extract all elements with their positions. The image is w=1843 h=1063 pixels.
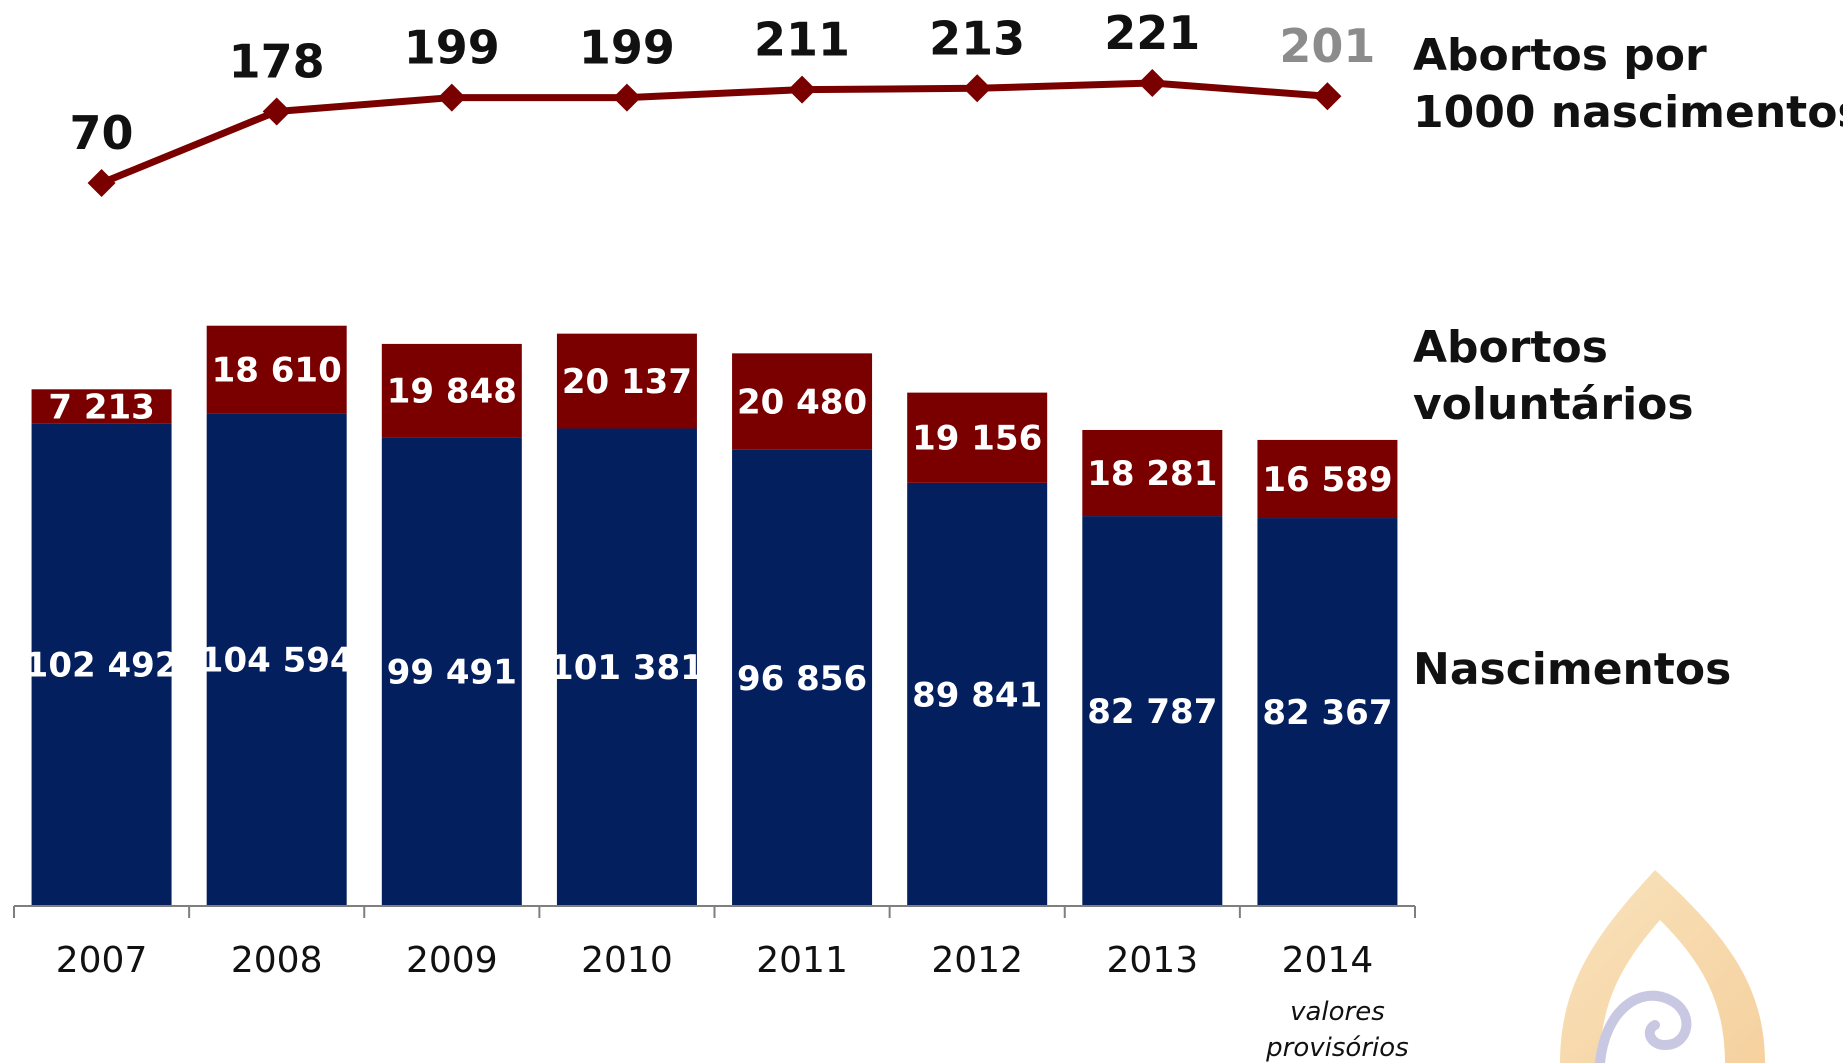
- label-abortos-2010: 20 137: [562, 362, 692, 402]
- watermark-logo: [1560, 870, 1765, 1063]
- label-nascimentos-2013: 82 787: [1087, 692, 1217, 732]
- x-tick-label-2014: 2014: [1282, 940, 1374, 981]
- legend-label-0: 1000 nascimentos: [1413, 87, 1843, 138]
- label-nascimentos-2009: 99 491: [387, 653, 517, 693]
- rate-label-2014: 201: [1279, 19, 1375, 73]
- x-tick-label-2010: 2010: [581, 940, 673, 981]
- label-abortos-2014: 16 589: [1262, 460, 1392, 500]
- bar-abortos-2010: [556, 333, 697, 429]
- bar-abortos-2007: [31, 389, 172, 424]
- bar-nascimentos-2010: [556, 428, 697, 906]
- label-nascimentos-2011: 96 856: [737, 659, 867, 699]
- legend-label-1: Abortos: [1413, 322, 1608, 373]
- bars-group: [31, 325, 1398, 906]
- legend-label-0: Abortos por: [1413, 30, 1707, 81]
- bar-nascimentos-2011: [732, 449, 873, 906]
- rate-label-2012: 213: [929, 11, 1025, 65]
- rate-marker-2009: [437, 83, 466, 112]
- rate-label-2008: 178: [229, 34, 325, 88]
- rate-label-2011: 211: [754, 13, 850, 67]
- rate-marker-2012: [963, 74, 992, 103]
- rate-marker-2014: [1313, 82, 1342, 111]
- label-abortos-2007: 7 213: [48, 387, 154, 427]
- provisional-note: provisórios: [1265, 1033, 1409, 1063]
- label-abortos-2009: 19 848: [387, 372, 517, 412]
- x-tick-label-2013: 2013: [1107, 940, 1199, 981]
- label-nascimentos-2008: 104 594: [200, 641, 354, 681]
- rate-marker-2007: [87, 169, 116, 197]
- rate-label-2013: 221: [1104, 6, 1200, 60]
- label-nascimentos-2007: 102 492: [25, 646, 179, 686]
- legend: Abortos por 1000 nascimentos Abortos volunt…: [1413, 30, 1843, 695]
- x-tick-label-2012: 2012: [931, 940, 1023, 981]
- rate-marker-2013: [1138, 69, 1167, 97]
- bar-nascimentos-2008: [206, 413, 347, 906]
- bar-nascimentos-2014: [1257, 518, 1398, 906]
- label-nascimentos-2012: 89 841: [912, 675, 1042, 715]
- bar-labels-group: 102 492 7 213 104 594 18 610 99 491 19 848 101…: [25, 351, 1393, 733]
- bar-nascimentos-2013: [1082, 516, 1223, 906]
- rate-label-2009: 199: [404, 21, 500, 75]
- label-abortos-2008: 18 610: [212, 351, 342, 391]
- bar-nascimentos-2012: [907, 482, 1048, 906]
- x-tick-label-2007: 2007: [56, 940, 148, 981]
- rate-marker-2011: [788, 75, 817, 104]
- bar-abortos-2013: [1082, 429, 1223, 517]
- label-nascimentos-2010: 101 381: [550, 648, 704, 688]
- rate-label-2007: 70: [70, 106, 134, 160]
- bar-nascimentos-2009: [381, 437, 522, 906]
- rate-marker-2010: [612, 83, 641, 112]
- bar-abortos-2011: [732, 353, 873, 450]
- x-tick-label-2009: 2009: [406, 940, 498, 981]
- bar-nascimentos-2007: [31, 423, 172, 906]
- x-tick-label-2011: 2011: [756, 940, 848, 981]
- rate-line-group: 70 178 199 199 211 213 221 201: [70, 6, 1375, 197]
- x-axis: 2007 2008 2009 2010 2011 2012 2013 2014 valores p…: [13, 905, 1416, 1063]
- rate-marker-2008: [262, 97, 291, 126]
- bar-abortos-2014: [1257, 439, 1398, 519]
- label-abortos-2012: 19 156: [912, 419, 1042, 459]
- rate-line: [100, 79, 1328, 187]
- label-nascimentos-2014: 82 367: [1262, 693, 1392, 733]
- bar-abortos-2009: [381, 343, 522, 438]
- bar-abortos-2008: [206, 325, 347, 414]
- rate-label-2010: 199: [579, 21, 675, 75]
- label-abortos-2011: 20 480: [737, 383, 867, 423]
- label-abortos-2013: 18 281: [1087, 454, 1217, 494]
- bar-abortos-2012: [907, 392, 1048, 483]
- legend-label-1: voluntários: [1413, 379, 1694, 430]
- provisional-note: valores: [1290, 997, 1385, 1027]
- legend-label-2: Nascimentos: [1413, 644, 1731, 695]
- x-tick-label-2008: 2008: [231, 940, 323, 981]
